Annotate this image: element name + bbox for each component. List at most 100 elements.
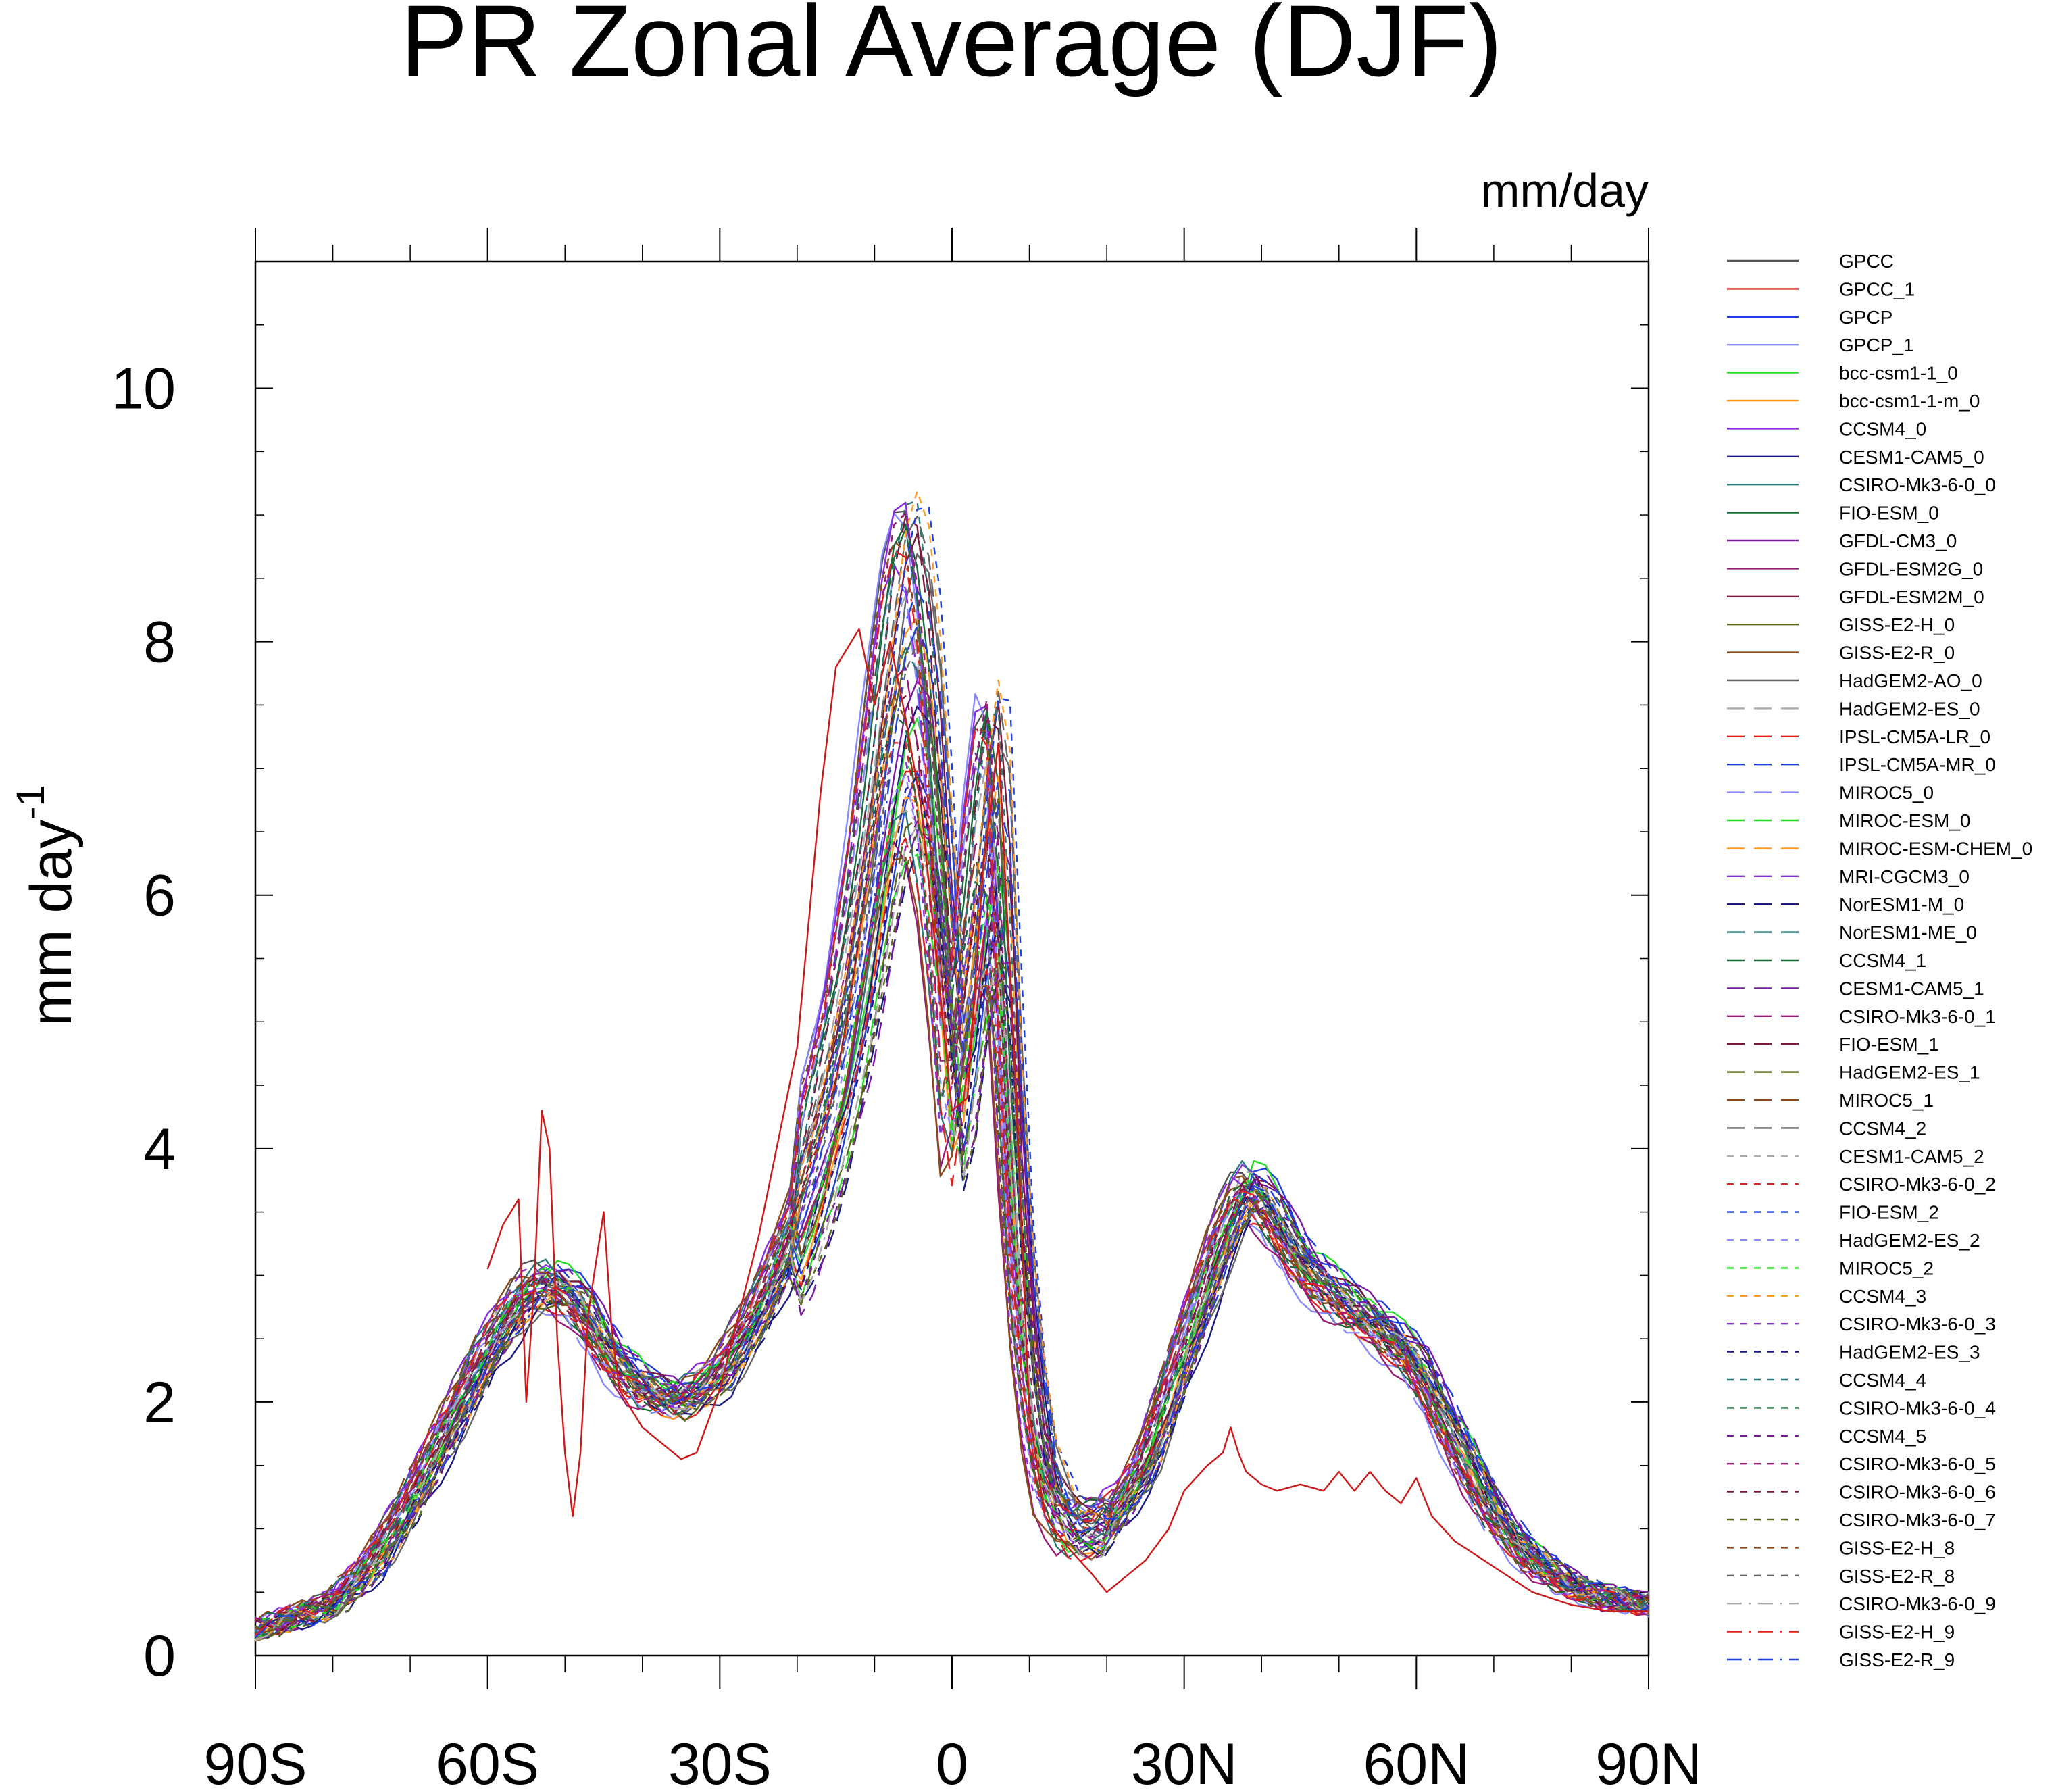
legend-label: GPCP (1839, 307, 1892, 328)
legend-label: IPSL-CM5A-MR_0 (1839, 754, 1996, 775)
series-line (255, 666, 1649, 1638)
series-line (255, 512, 1649, 1628)
y-tick-label: 2 (143, 1370, 176, 1435)
series-line (255, 820, 1649, 1633)
units-label: mm/day (1480, 164, 1649, 217)
legend-label: HadGEM2-ES_0 (1839, 698, 1980, 719)
legend-label: HadGEM2-ES_1 (1839, 1062, 1980, 1083)
series-line (255, 770, 1649, 1637)
chart-title: PR Zonal Average (DJF) (400, 0, 1502, 97)
legend-label: GFDL-ESM2G_0 (1839, 558, 1983, 579)
series-line (255, 742, 1649, 1631)
highlighted-series-line (486, 628, 1649, 1612)
series-line (255, 810, 1649, 1622)
series-line (255, 831, 1649, 1637)
series-line (255, 695, 1649, 1631)
legend-label: CSIRO-Mk3-6-0_9 (1839, 1593, 1996, 1614)
series-line (255, 774, 1649, 1635)
series-line (255, 541, 1649, 1633)
legend-label: CSIRO-Mk3-6-0_1 (1839, 1006, 1996, 1027)
legend-label: FIO-ESM_2 (1839, 1202, 1939, 1223)
y-tick-label: 6 (143, 864, 176, 928)
y-axis-label-text: mm day (19, 820, 84, 1026)
legend-label: CCSM4_4 (1839, 1370, 1926, 1391)
legend-label: CSIRO-Mk3-6-0_3 (1839, 1314, 1996, 1335)
legend: GPCC GPCC_1 GPCP GPCP_1 bcc-csm1-1_0 bcc-csm1… (1727, 251, 2032, 1670)
x-tick-label: 30N (1131, 1732, 1238, 1789)
y-tick-label: 10 (111, 357, 176, 422)
series-line (255, 563, 1649, 1628)
series-line (255, 490, 1649, 1641)
legend-label: GISS-E2-R_9 (1839, 1649, 1955, 1670)
legend-label: IPSL-CM5A-LR_0 (1839, 726, 1990, 747)
x-tick-label: 60N (1363, 1732, 1470, 1789)
legend-label: CSIRO-Mk3-6-0_6 (1839, 1482, 1996, 1503)
legend-label: GISS-E2-H_8 (1839, 1537, 1955, 1558)
series-line (255, 809, 1649, 1630)
legend-label: NorESM1-M_0 (1839, 894, 1964, 915)
series-line (255, 824, 1649, 1641)
legend-label: bcc-csm1-1_0 (1839, 363, 1958, 384)
series-line (255, 828, 1649, 1641)
y-tick-label: 8 (143, 610, 176, 675)
legend-label: CSIRO-Mk3-6-0_2 (1839, 1174, 1996, 1195)
x-tick-label: 60S (436, 1732, 539, 1789)
y-tick-label: 0 (143, 1624, 176, 1689)
legend-label: GPCC (1839, 251, 1894, 272)
legend-label: CCSM4_0 (1839, 418, 1926, 439)
legend-label: FIO-ESM_0 (1839, 503, 1939, 524)
legend-label: GPCP_1 (1839, 334, 1914, 355)
series-line (255, 553, 1649, 1642)
series-line (255, 762, 1649, 1637)
legend-label: NorESM1-ME_0 (1839, 922, 1977, 943)
legend-label: CCSM4_3 (1839, 1286, 1926, 1307)
legend-label: GISS-E2-R_0 (1839, 643, 1955, 664)
legend-label: HadGEM2-ES_2 (1839, 1230, 1980, 1251)
legend-label: CESM1-CAM5_1 (1839, 978, 1984, 999)
legend-label: GISS-E2-R_8 (1839, 1566, 1955, 1587)
legend-label: CCSM4_1 (1839, 950, 1926, 971)
x-tick-label: 90S (203, 1732, 307, 1789)
legend-label: FIO-ESM_1 (1839, 1034, 1939, 1055)
legend-label: CCSM4_5 (1839, 1426, 1926, 1447)
legend-label: CSIRO-Mk3-6-0_5 (1839, 1453, 1996, 1474)
legend-label: HadGEM2-ES_3 (1839, 1342, 1980, 1363)
legend-label: MIROC5_0 (1839, 782, 1934, 803)
y-axis-label-superscript: -1 (9, 785, 53, 820)
series-line (255, 549, 1649, 1637)
legend-label: GISS-E2-H_0 (1839, 614, 1955, 635)
legend-label: HadGEM2-AO_0 (1839, 670, 1982, 691)
legend-label: CESM1-CAM5_0 (1839, 447, 1984, 468)
series-line (255, 515, 1649, 1637)
legend-label: CSIRO-Mk3-6-0_0 (1839, 474, 1996, 495)
y-tick-label: 4 (143, 1117, 176, 1182)
plot-area: 0 2 4 6 8 10 90S 60S 30S 0 30N 60N 90N (111, 228, 1702, 1792)
legend-label: GFDL-ESM2M_0 (1839, 587, 1984, 607)
series-line (255, 499, 1649, 1633)
x-tick-label: 30S (668, 1732, 772, 1789)
legend-label: CSIRO-Mk3-6-0_7 (1839, 1510, 1996, 1530)
x-tick-label: 0 (936, 1732, 968, 1789)
series-line (255, 624, 1649, 1638)
series-line (255, 576, 1649, 1624)
legend-label: bcc-csm1-1-m_0 (1839, 391, 1980, 412)
series-line (255, 510, 1649, 1628)
legend-label: MIROC5_1 (1839, 1090, 1934, 1111)
series-line (255, 718, 1649, 1640)
series-line (255, 695, 1649, 1622)
series-line (255, 714, 1649, 1624)
legend-label: MIROC5_2 (1839, 1258, 1934, 1278)
legend-label: CSIRO-Mk3-6-0_4 (1839, 1397, 1996, 1418)
legend-label: MRI-CGCM3_0 (1839, 866, 1970, 887)
legend-label: GISS-E2-H_9 (1839, 1622, 1955, 1643)
legend-label: MIROC-ESM-CHEM_0 (1839, 838, 2032, 859)
legend-label: CESM1-CAM5_2 (1839, 1146, 1984, 1167)
legend-label: GPCC_1 (1839, 278, 1915, 299)
legend-label: GFDL-CM3_0 (1839, 530, 1957, 551)
x-tick-label: 90N (1595, 1732, 1702, 1789)
legend-label: CCSM4_2 (1839, 1118, 1926, 1139)
legend-label: MIROC-ESM_0 (1839, 810, 1970, 831)
y-axis-label: mm day-1 (9, 785, 84, 1026)
